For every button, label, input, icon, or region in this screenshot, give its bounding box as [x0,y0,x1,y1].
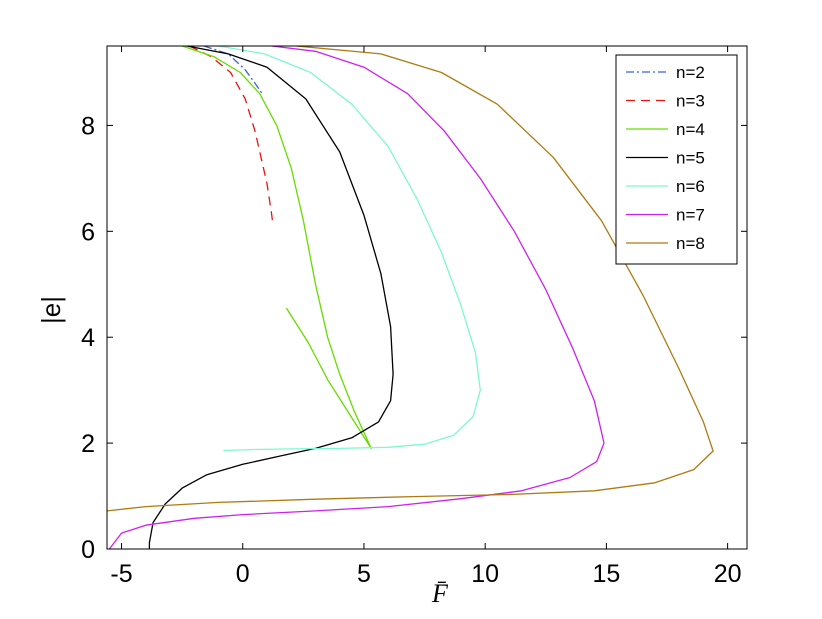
legend-label-n3: n=3 [676,92,705,111]
x-tick-label: 15 [592,560,620,588]
legend-label-n7: n=7 [676,206,705,225]
legend: n=2 n=3 n=4 n=5 n=6 n=7 n=8 [615,54,738,265]
y-tick-label: 8 [81,112,95,140]
x-axis-title: F̄ [431,579,449,608]
x-tick-label: -5 [110,560,132,588]
series-line-n5 [148,46,394,549]
series-line-n4 [181,46,372,450]
y-tick-label: 6 [81,218,95,246]
legend-label-n6: n=6 [676,177,705,196]
x-tick-label: 20 [714,560,742,588]
series-layer [107,46,714,549]
y-axis-title: |e| [36,296,66,324]
legend-box [615,54,738,265]
x-tick-label: 5 [357,560,371,588]
series-line-n6 [218,46,481,452]
legend-label-n5: n=5 [676,149,705,168]
plot-frame [106,45,748,550]
x-tick-label: 0 [236,560,250,588]
series-line-n3 [189,46,274,227]
legend-label-n4: n=4 [676,120,705,139]
legend-label-n8: n=8 [676,234,705,253]
series-line-n2 [203,46,263,95]
y-tick-label: 4 [81,324,95,352]
x-tick-label: 10 [471,560,499,588]
y-tick-label: 0 [81,536,95,564]
y-tick-label: 2 [81,430,95,458]
legend-label-n2: n=2 [676,63,705,82]
ticks-layer: -5 0 5 10 15 20 0 2 4 6 8 [81,46,747,588]
series-line-n7 [108,46,605,549]
series-line-n8 [107,46,714,512]
